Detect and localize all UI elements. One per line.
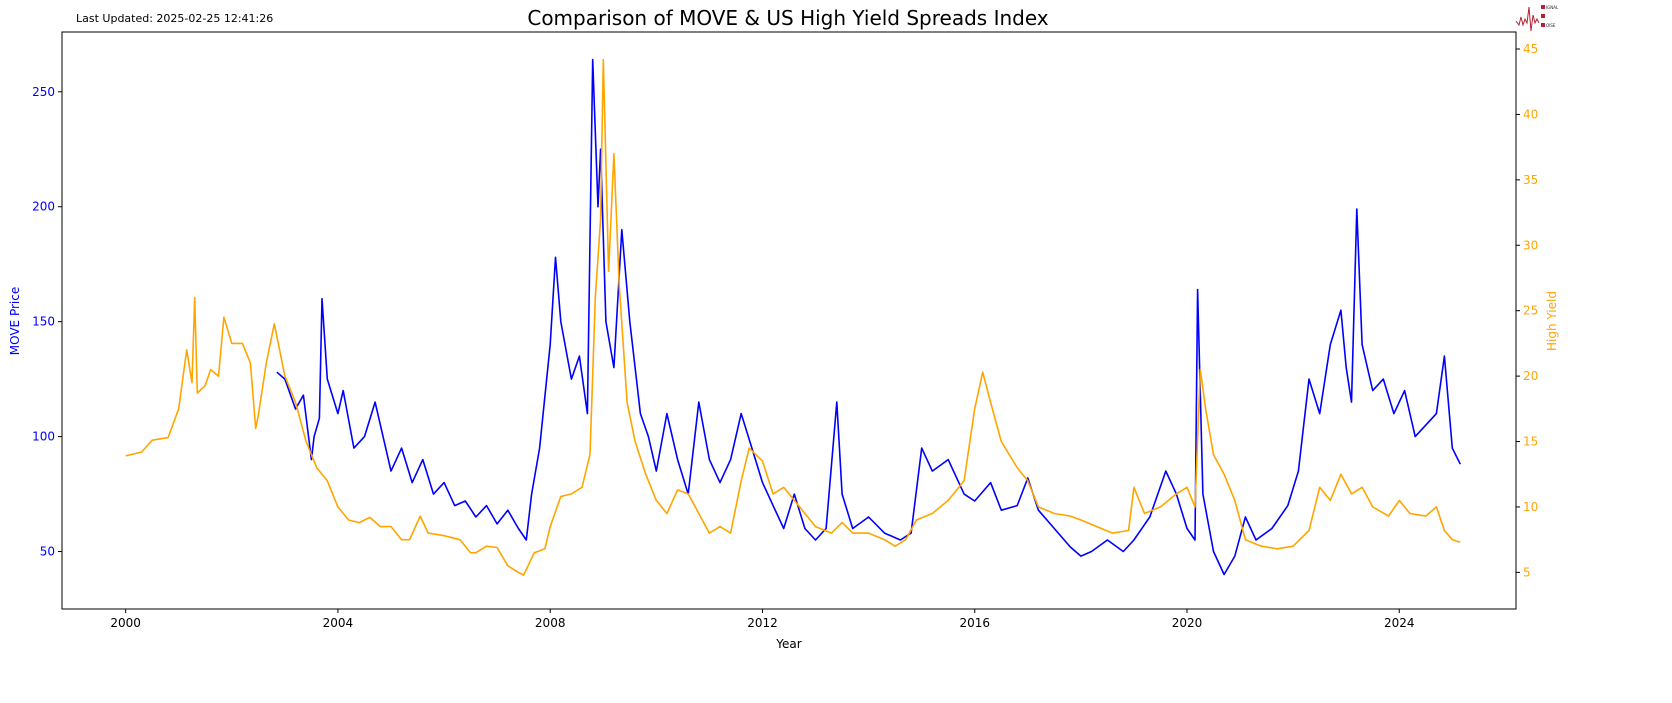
move-series-line xyxy=(276,58,1462,576)
svg-text:IGNAL: IGNAL xyxy=(1546,5,1559,10)
last-updated-text: Last Updated: 2025-02-25 12:41:26 xyxy=(76,12,274,25)
y-tick-label-left: 150 xyxy=(32,315,55,329)
y-tick-label-right: 40 xyxy=(1523,107,1538,121)
y-tick-label-left: 250 xyxy=(32,85,55,99)
y-axis-label-right: High Yield xyxy=(1545,291,1559,351)
logo-waveform-icon xyxy=(1515,6,1540,32)
y-tick-label-left: 100 xyxy=(32,430,55,444)
y-tick-label-right: 10 xyxy=(1523,500,1538,514)
y-tick-label-left: 200 xyxy=(32,200,55,214)
y-tick-label-right: 30 xyxy=(1523,238,1538,252)
y-tick-label-right: 35 xyxy=(1523,173,1538,187)
x-tick-label: 2016 xyxy=(959,616,990,630)
x-tick-label: 2024 xyxy=(1384,616,1415,630)
x-tick-label: 2008 xyxy=(535,616,566,630)
y-tick-label-right: 15 xyxy=(1523,435,1538,449)
chart-title: Comparison of MOVE & US High Yield Sprea… xyxy=(527,6,1048,30)
svg-text:OISE: OISE xyxy=(1546,23,1556,28)
signal2noise-logo: IGNAL OISE xyxy=(1515,5,1559,32)
x-tick-label: 2020 xyxy=(1172,616,1203,630)
y-tick-label-right: 45 xyxy=(1523,42,1538,56)
y-tick-label-left: 50 xyxy=(40,545,55,559)
plot-frame xyxy=(61,31,1517,610)
x-tick-label: 2012 xyxy=(747,616,778,630)
x-tick-label: 2004 xyxy=(323,616,354,630)
y-tick-label-right: 5 xyxy=(1523,565,1531,579)
y-tick-label-right: 25 xyxy=(1523,304,1538,318)
high-yield-series-line xyxy=(125,58,1461,576)
x-axis-label: Year xyxy=(775,637,801,651)
x-tick-label: 2000 xyxy=(110,616,141,630)
y-tick-label-right: 20 xyxy=(1523,369,1538,383)
y-axis-label-left: MOVE Price xyxy=(8,287,22,355)
